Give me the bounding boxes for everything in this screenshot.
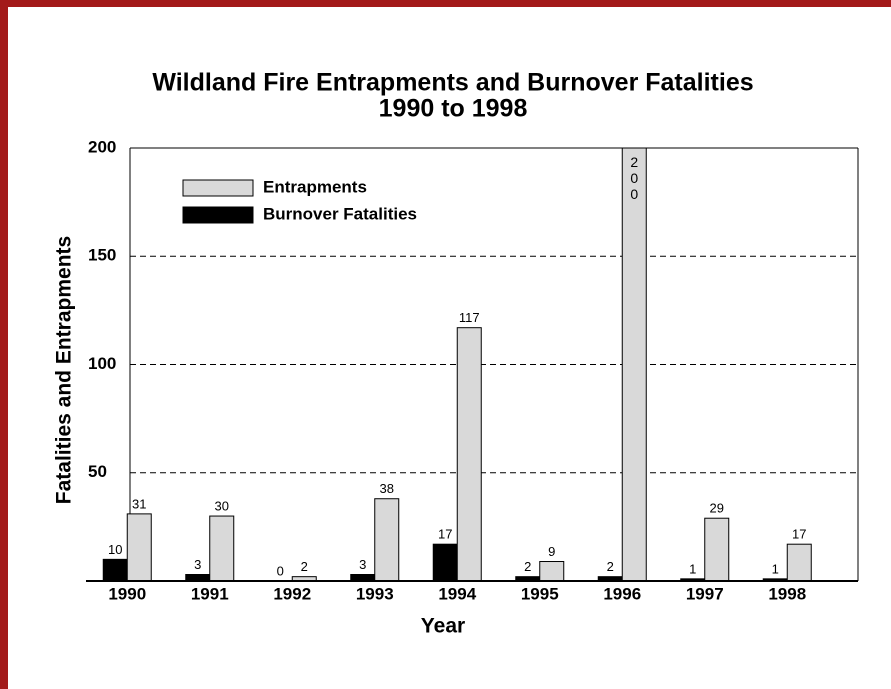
value-label: 1 [772,561,779,576]
x-tick-label: 1996 [603,584,641,603]
value-label: 29 [710,501,724,516]
bar [704,517,730,582]
value-label: 2 [607,559,614,574]
border-top [0,0,891,7]
y-axis-title: Fatalities and Entrapments [53,236,76,504]
bar [432,543,458,582]
bar [102,558,128,582]
bar [209,515,235,582]
value-label: 10 [108,542,122,557]
x-tick-label: 1990 [108,584,146,603]
x-tick-label: 1991 [191,584,229,603]
bar [786,543,812,582]
value-label: 200 [626,154,642,202]
border-left [0,0,8,689]
value-label: 9 [548,544,555,559]
x-tick-label: 1998 [768,584,806,603]
y-tick-label: 150 [88,246,116,265]
value-label: 30 [215,498,229,513]
legend-label: Entrapments [263,177,367,196]
chart-subtitle: 1990 to 1998 [379,95,528,123]
value-label: 31 [132,496,146,511]
x-tick-label: 1994 [438,584,476,603]
bar [456,327,482,582]
value-label: 0 [277,563,284,578]
y-tick-label: 200 [88,137,116,156]
x-tick-label: 1992 [273,584,311,603]
value-label: 1 [689,561,696,576]
bar [126,513,152,582]
bar [374,498,400,582]
legend-label: Burnover Fatalities [263,204,417,223]
value-label: 2 [301,559,308,574]
x-tick-label: 1997 [686,584,724,603]
value-label: 117 [459,310,480,325]
value-label: 3 [359,557,366,572]
legend-swatch [182,206,254,224]
x-tick-label: 1993 [356,584,394,603]
value-label: 3 [194,557,201,572]
bar [539,561,565,582]
x-tick-label: 1995 [521,584,559,603]
bar [621,147,647,582]
value-label: 17 [792,527,806,542]
value-label: 2 [524,559,531,574]
x-axis-title: Year [421,615,465,638]
chart-title: Wildland Fire Entrapments and Burnover F… [152,69,753,97]
value-label: 17 [438,527,452,542]
y-tick-label: 100 [88,354,116,373]
value-label: 38 [380,481,394,496]
legend-swatch [182,179,254,197]
y-tick-label: 50 [88,462,107,481]
